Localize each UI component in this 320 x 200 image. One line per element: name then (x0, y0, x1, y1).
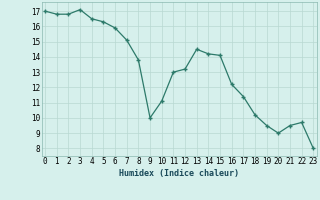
X-axis label: Humidex (Indice chaleur): Humidex (Indice chaleur) (119, 169, 239, 178)
